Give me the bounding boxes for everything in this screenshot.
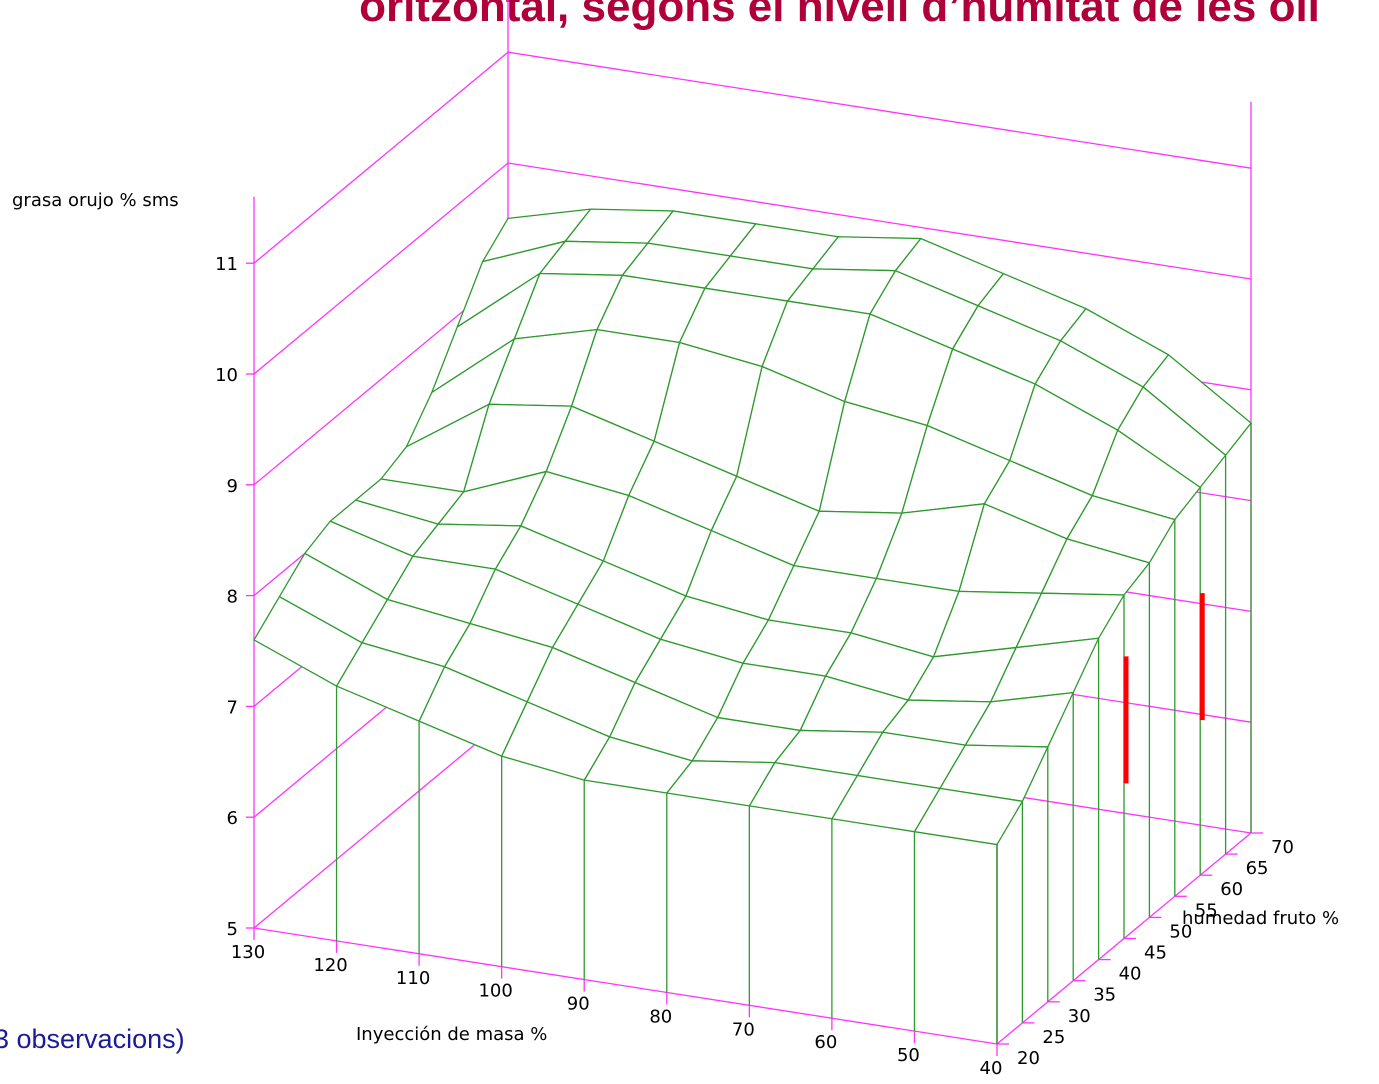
z-gridline — [253, 51, 1252, 264]
y-tick-label: 50 — [1169, 921, 1192, 942]
x-tick-label: 40 — [980, 1058, 1003, 1079]
y-tick-label: 40 — [1119, 964, 1142, 985]
y-tick-label: 30 — [1068, 1006, 1091, 1027]
y-axis-label: humedad fruto % — [1182, 908, 1339, 929]
z-tick-label: 10 — [215, 365, 238, 386]
y-tick-label: 60 — [1220, 879, 1243, 900]
y-tick-label: 45 — [1144, 943, 1167, 964]
y-tick-label: 25 — [1042, 1027, 1065, 1048]
z-tick-label: 5 — [227, 919, 238, 940]
y-tick-label: 35 — [1093, 985, 1116, 1006]
y-tick-label: 65 — [1246, 858, 1269, 879]
y-tick-label: 70 — [1271, 837, 1294, 858]
z-tick-label: 9 — [227, 476, 238, 497]
x-tick-label: 110 — [396, 968, 430, 989]
y-tick-label: 20 — [1017, 1048, 1040, 1069]
x-tick-label: 100 — [478, 981, 512, 1002]
z-tick-label: 11 — [215, 254, 238, 275]
x-tick-label: 120 — [313, 955, 347, 976]
z-gridline — [253, 162, 1252, 375]
x-tick-label: 60 — [814, 1032, 837, 1053]
surface-mesh — [253, 208, 1252, 846]
axis-ticks: 5 6 7 8 9 10 11 130 120 110 100 90 80 70 60 50 40 2025303… — [215, 254, 1294, 1079]
y-tick-label: 55 — [1195, 900, 1218, 921]
x-tick-label: 90 — [567, 994, 590, 1015]
frame-edge — [253, 927, 998, 1045]
surface-cell — [253, 596, 363, 687]
x-tick-label: 50 — [897, 1045, 920, 1066]
slide-title: oritzontal, segons el nivell d’humitat d… — [359, 0, 1320, 31]
highlight-bars — [1123, 593, 1205, 784]
z-tick-label: 6 — [227, 808, 238, 829]
z-tick-label: 8 — [227, 587, 238, 608]
x-axis-label: Inyección de masa % — [356, 1024, 547, 1045]
x-tick-label: 70 — [732, 1019, 755, 1040]
z-axis-label: grasa orujo % sms — [12, 190, 179, 211]
observations-note: 3 observacions) — [0, 1024, 185, 1054]
z-tick-label: 7 — [227, 697, 238, 718]
x-tick-label: 130 — [231, 942, 265, 963]
x-tick-label: 80 — [649, 1006, 672, 1027]
